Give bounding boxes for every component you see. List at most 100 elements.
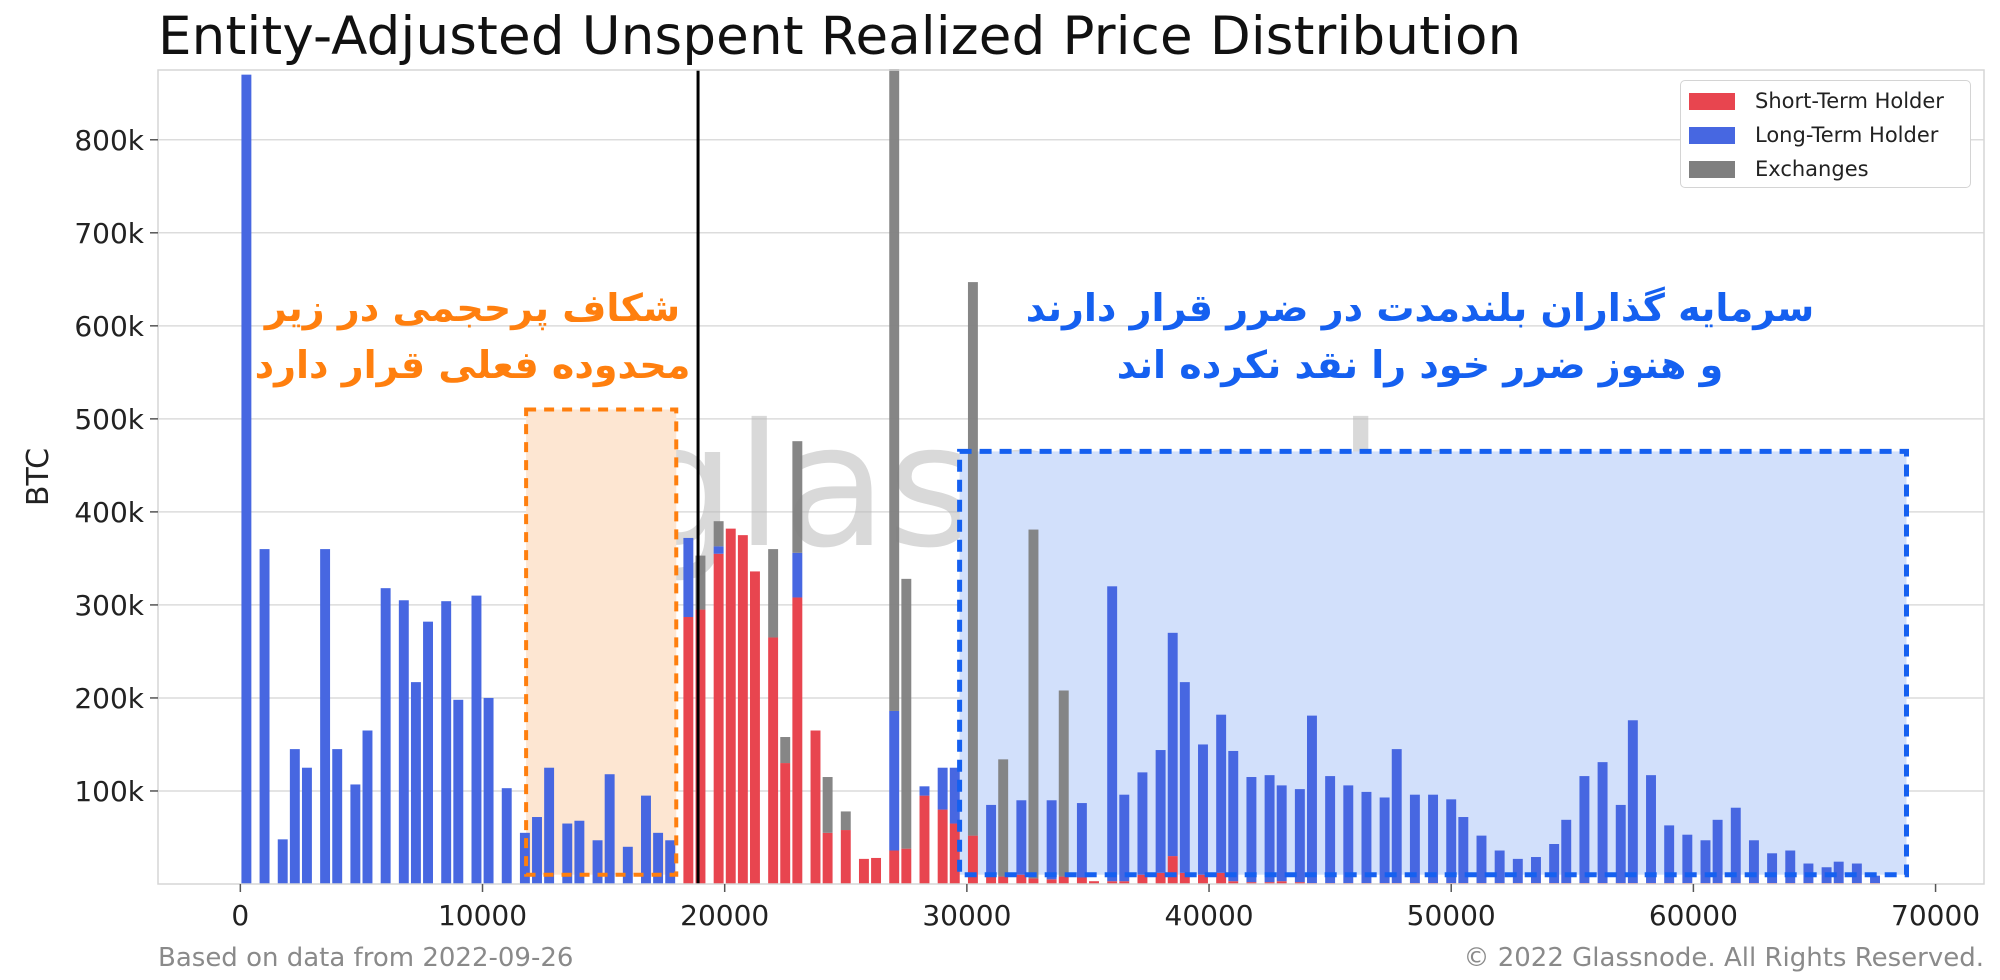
bar-short-term-holder xyxy=(919,795,930,884)
bar-exchanges xyxy=(840,811,851,831)
bar-short-term-holder xyxy=(871,857,882,884)
bar-long-term-holder xyxy=(1216,714,1227,873)
x-tick-label: 50000 xyxy=(1407,899,1496,932)
bar-long-term-holder xyxy=(453,699,464,884)
bar-long-term-holder xyxy=(501,788,512,884)
bar-short-term-holder xyxy=(986,874,997,884)
bar-long-term-holder xyxy=(641,795,651,884)
bar-long-term-holder xyxy=(380,588,391,884)
bar-long-term-holder xyxy=(1325,776,1336,884)
x-tick-label: 20000 xyxy=(680,899,769,932)
bar-long-term-holder xyxy=(792,552,803,598)
footer-data-source: Based on data from 2022-09-26 xyxy=(158,943,574,973)
bar-long-term-holder xyxy=(1682,834,1693,884)
orange-annotation: شکاف پرحجمی در زیر محدوده فعلی قرار دارد xyxy=(250,280,695,394)
plot-frame xyxy=(157,69,1985,885)
bar-long-term-holder xyxy=(1046,800,1057,880)
y-axis-label: BTC xyxy=(21,448,56,506)
bar-exchanges xyxy=(967,282,978,836)
legend-swatch-short-term-holder xyxy=(1689,92,1735,110)
bar-long-term-holder xyxy=(301,767,312,884)
bar-long-term-holder xyxy=(713,546,724,554)
bar-short-term-holder xyxy=(1264,882,1275,884)
bar-short-term-holder xyxy=(901,848,912,884)
bar-long-term-holder xyxy=(1730,807,1741,884)
highlight-region-border-blue xyxy=(957,448,1910,878)
legend-item-exchanges: Exchanges xyxy=(1689,156,1869,182)
bar-long-term-holder xyxy=(1627,720,1638,884)
bar-long-term-holder xyxy=(320,549,331,884)
bar-long-term-holder xyxy=(562,823,573,884)
bar-long-term-holder xyxy=(919,786,930,796)
bar-long-term-holder xyxy=(532,817,542,884)
blue-annotation: سرمایه گذاران بلندمدت در ضرر قرار دارند … xyxy=(1020,280,1820,394)
bar-long-term-holder xyxy=(289,749,300,884)
x-tick-label: 60000 xyxy=(1649,899,1738,932)
bar-short-term-holder xyxy=(695,609,706,884)
bar-short-term-holder xyxy=(1276,881,1287,884)
y-tick-label: 600k xyxy=(74,310,144,343)
bar-long-term-holder xyxy=(1409,794,1420,884)
bar-exchanges xyxy=(792,441,803,553)
bar-short-term-holder xyxy=(1228,881,1239,884)
bar-long-term-holder xyxy=(332,749,343,884)
bars xyxy=(241,69,1880,884)
bar-short-term-holder xyxy=(1198,874,1208,884)
bar-long-term-holder xyxy=(1361,791,1372,884)
x-tick-label: 10000 xyxy=(438,899,527,932)
bar-exchanges xyxy=(1028,529,1039,879)
bar-short-term-holder xyxy=(1294,882,1305,884)
bar-long-term-holder xyxy=(350,784,361,884)
bar-long-term-holder xyxy=(1712,819,1723,884)
bar-short-term-holder xyxy=(749,571,760,884)
bar-long-term-holder xyxy=(1512,858,1523,884)
bar-long-term-holder xyxy=(1391,749,1402,884)
bar-long-term-holder xyxy=(1446,799,1457,884)
bar-long-term-holder xyxy=(1016,800,1027,875)
bar-long-term-holder xyxy=(1428,794,1439,884)
bar-short-term-holder xyxy=(889,850,900,884)
bar-short-term-holder xyxy=(1107,881,1118,884)
bar-long-term-holder xyxy=(1228,750,1239,882)
bar-long-term-holder xyxy=(574,820,585,884)
bar-long-term-holder xyxy=(241,74,252,884)
bar-long-term-holder xyxy=(1246,777,1257,883)
bar-long-term-holder xyxy=(1264,775,1275,883)
bar-exchanges xyxy=(695,555,706,610)
bar-short-term-holder xyxy=(725,528,736,884)
bar-long-term-holder xyxy=(1851,863,1862,884)
bar-long-term-holder xyxy=(1748,840,1759,884)
bar-short-term-holder xyxy=(998,876,1009,884)
bar-long-term-holder xyxy=(665,840,676,884)
bar-long-term-holder xyxy=(1615,804,1626,884)
bar-long-term-holder xyxy=(1119,794,1130,882)
bar-short-term-holder xyxy=(1089,881,1099,884)
footer-copyright: © 2022 Glassnode. All Rights Reserved. xyxy=(1463,943,1984,973)
bar-long-term-holder xyxy=(1379,797,1390,884)
highlight-region-borders xyxy=(524,407,1910,878)
bar-exchanges xyxy=(998,759,1009,877)
bar-short-term-holder xyxy=(840,830,851,884)
bar-exchanges xyxy=(889,69,900,711)
axes: 100k 200k 300k 400k 500k 600k 700k 800k 0 10000 20… xyxy=(21,69,1985,932)
bar-long-term-holder xyxy=(1137,772,1148,875)
legend-label-short-term-holder: Short-Term Holder xyxy=(1755,89,1944,113)
bar-short-term-holder xyxy=(822,832,833,884)
bar-exchanges xyxy=(768,549,779,638)
legend-swatch-long-term-holder xyxy=(1689,126,1735,144)
legend-swatch-exchanges xyxy=(1689,160,1735,178)
legend-item-long-term-holder: Long-Term Holder xyxy=(1689,122,1938,148)
x-tick-label: 0 xyxy=(231,899,249,932)
bar-long-term-holder xyxy=(1531,857,1541,884)
y-tick-label: 700k xyxy=(74,217,144,250)
bar-short-term-holder xyxy=(737,535,748,884)
bar-long-term-holder xyxy=(544,767,555,884)
bar-long-term-holder xyxy=(604,774,615,884)
bar-long-term-holder xyxy=(1167,632,1178,857)
bar-short-term-holder xyxy=(683,617,694,884)
bar-long-term-holder xyxy=(622,846,633,884)
y-tick-label: 400k xyxy=(74,496,144,529)
bar-long-term-holder xyxy=(471,595,482,884)
bar-long-term-holder xyxy=(1700,840,1711,884)
